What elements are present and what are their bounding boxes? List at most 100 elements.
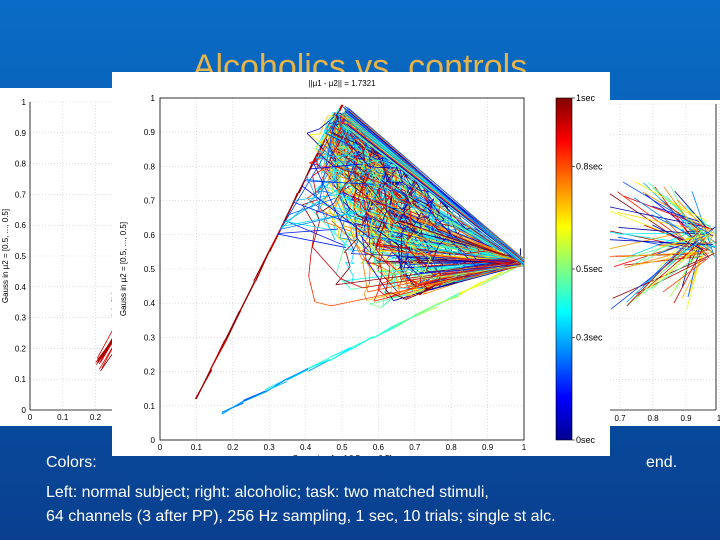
trajectory-segment xyxy=(643,182,713,250)
trajectory-segment xyxy=(339,131,358,161)
trajectory-segment xyxy=(337,147,360,151)
trajectory-segment xyxy=(418,201,438,224)
left-plot-svg: 0 0.1 0.2 0.3 0.4 0.5 0.6 0.7 0.8 0.9 1 0 0.1 0.2 Gaus… xyxy=(1,98,130,422)
trajectory-segment xyxy=(264,378,287,393)
trajectory-segment xyxy=(361,146,367,154)
trajectory-segment xyxy=(690,243,700,263)
trajectory-segment xyxy=(616,211,702,232)
trajectory-segment xyxy=(358,176,363,187)
trajectory-segment xyxy=(369,267,371,285)
trajectory-segment xyxy=(378,258,383,274)
trajectory-segment xyxy=(357,215,366,218)
trajectory-segment xyxy=(411,244,416,256)
trajectory-segment xyxy=(335,151,349,163)
trajectory-segment xyxy=(369,156,395,165)
trajectory-segment xyxy=(298,163,313,194)
trajectory-segment xyxy=(387,195,390,212)
trajectory-segment xyxy=(345,195,354,202)
trajectory-segment xyxy=(357,199,368,214)
trajectory-segment xyxy=(403,247,411,268)
trajectory-segment xyxy=(396,195,402,200)
trajectory-segment xyxy=(312,246,341,279)
trajectory-segment xyxy=(331,220,358,245)
trajectory-segment xyxy=(404,232,419,244)
trajectory-segment xyxy=(318,119,329,151)
trajectory-segment xyxy=(401,233,410,265)
trajectory-segment xyxy=(321,170,349,180)
trajectory-segment xyxy=(351,240,359,254)
x-tick-label: 0 xyxy=(158,443,163,452)
trajectory-segment xyxy=(616,232,709,235)
y-tick-label: 0.7 xyxy=(144,197,156,206)
trajectory-segment xyxy=(624,255,702,266)
main-figure: 0 0.1 0.2 0.3 0.4 0.5 0.6 0.7 0.8 0.9 1 0 0.1 0.2 0.3 0… xyxy=(112,72,610,456)
trajectory-segment xyxy=(414,195,437,207)
trajectory-segment xyxy=(439,210,452,232)
trajectory-segment xyxy=(330,164,333,193)
trajectory-segment xyxy=(654,186,705,255)
trajectory-segment xyxy=(318,152,335,168)
trajectory-segment xyxy=(365,188,369,199)
trajectory-segment xyxy=(436,222,454,227)
trajectory-segment xyxy=(480,273,503,286)
trajectory-segment xyxy=(302,204,316,227)
trajectory-segment xyxy=(410,216,421,231)
caption-colors-end: end. xyxy=(646,454,678,471)
trajectory-segment xyxy=(308,358,330,370)
trajectory-segment xyxy=(308,254,312,277)
trajectory-segment xyxy=(286,367,309,381)
trajectory-segment xyxy=(350,135,363,147)
trajectory-segment xyxy=(380,201,404,214)
trajectory-segment xyxy=(369,139,376,160)
colorbar-label: 1sec xyxy=(576,93,596,103)
trajectory-segment xyxy=(424,238,520,262)
trajectory-segment xyxy=(375,217,389,246)
trajectory-segment xyxy=(389,200,400,226)
trajectory-segment xyxy=(376,195,395,224)
trajectory-segment xyxy=(340,115,347,127)
trajectory-segment xyxy=(363,283,370,294)
trajectory-segment xyxy=(361,168,372,191)
trajectory-segment xyxy=(617,236,699,252)
trajectory-segment xyxy=(343,208,354,229)
trajectory-segment xyxy=(374,232,400,235)
trajectory-segment xyxy=(401,224,409,233)
x-tick-label: 0 xyxy=(28,413,33,422)
trajectory-segment xyxy=(364,194,388,219)
trajectory-segment xyxy=(385,267,391,294)
trajectory-segment xyxy=(402,182,412,191)
trajectory-segment xyxy=(403,189,412,207)
trajectory-segment xyxy=(357,173,386,185)
trajectory-segment xyxy=(375,248,391,268)
trajectory-segment xyxy=(405,289,430,300)
trajectory-segment xyxy=(395,236,401,244)
trajectory-segment xyxy=(385,196,387,212)
caption-recording: 64 channels (3 after PP), 256 Hz samplin… xyxy=(46,508,556,525)
trajectory-segment xyxy=(362,213,368,239)
trajectory-segment xyxy=(403,186,415,211)
trajectory-segment xyxy=(339,172,342,190)
trajectory-segment xyxy=(652,224,704,251)
trajectory-segment xyxy=(239,281,256,311)
trajectory-segment xyxy=(371,175,382,197)
trajectory-segment xyxy=(365,259,381,281)
y-tick-label: 0.2 xyxy=(15,344,27,353)
y-tick-label: 0.8 xyxy=(144,162,156,171)
trajectory-segment xyxy=(365,213,371,245)
trajectory-segment xyxy=(449,217,458,234)
trajectory-segment xyxy=(375,244,401,252)
trajectory-segment xyxy=(343,108,525,266)
y-tick-label: 1 xyxy=(22,98,27,107)
trajectory-segment xyxy=(264,381,287,392)
trajectory-segment xyxy=(377,211,387,231)
trajectory-segment xyxy=(668,199,714,231)
trajectory-segment xyxy=(385,184,402,197)
trajectory-segment xyxy=(302,199,318,206)
plot-frame xyxy=(159,97,525,441)
trajectory-segment xyxy=(394,220,403,225)
trajectory-segment xyxy=(333,126,352,137)
y-tick-label: 0.4 xyxy=(144,299,156,308)
trajectory-segment xyxy=(380,198,399,206)
trajectory-segment xyxy=(347,123,525,263)
trajectory-segment xyxy=(338,143,342,149)
